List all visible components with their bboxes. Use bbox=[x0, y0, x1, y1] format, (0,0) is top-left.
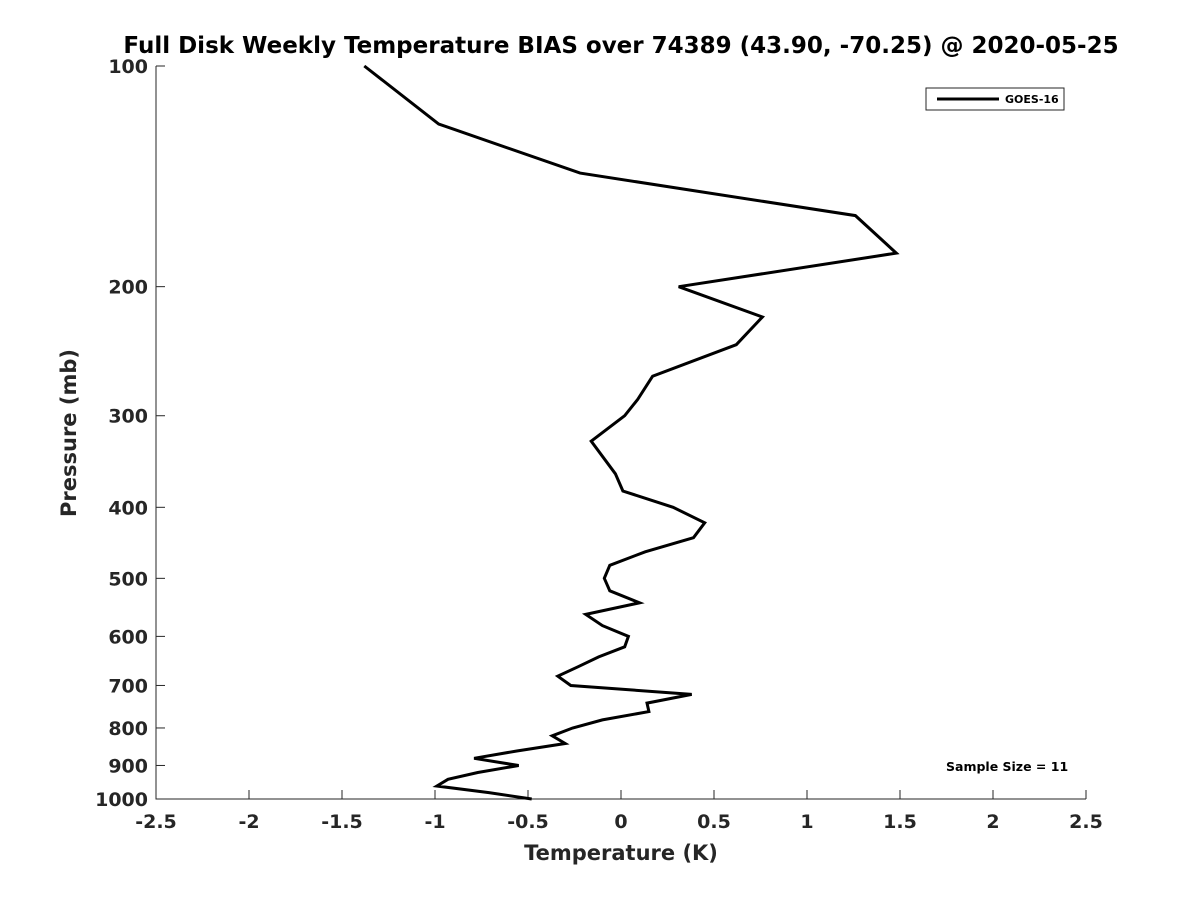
y-tick-label: 800 bbox=[108, 718, 148, 740]
y-tick-label: 900 bbox=[108, 755, 148, 777]
x-tick-label: 2.5 bbox=[1069, 811, 1103, 833]
y-tick-label: 600 bbox=[108, 626, 148, 648]
series-line-goes16 bbox=[363, 64, 900, 801]
sample-size-annotation: Sample Size = 11 bbox=[946, 759, 1068, 774]
chart-title: Full Disk Weekly Temperature BIAS over 7… bbox=[123, 33, 1118, 59]
y-tick-label: 300 bbox=[108, 406, 148, 428]
y-axis-label: Pressure (mb) bbox=[57, 349, 81, 517]
x-tick-label: -2.5 bbox=[135, 811, 177, 833]
x-tick-label: -1.5 bbox=[321, 811, 363, 833]
x-tick-label: -1 bbox=[424, 811, 445, 833]
x-axis-label: Temperature (K) bbox=[524, 841, 718, 865]
legend: GOES-16 bbox=[925, 87, 1065, 111]
y-tick-label: 400 bbox=[108, 497, 148, 519]
x-tick-label: 1 bbox=[800, 811, 813, 833]
y-tick-label: 700 bbox=[108, 675, 148, 697]
legend-entry-goes16: GOES-16 bbox=[1005, 93, 1059, 106]
y-tick-label: 200 bbox=[108, 277, 148, 299]
y-tick-label: 500 bbox=[108, 568, 148, 590]
y-tick-label: 100 bbox=[108, 56, 148, 78]
y-tick-label: 1000 bbox=[95, 789, 148, 811]
x-axis-ticks: -2.5 -2 -1.5 -1 -0.5 0 0.5 1 1.5 2 2.5 bbox=[135, 790, 1103, 833]
x-tick-label: 0 bbox=[614, 811, 627, 833]
x-tick-label: 1.5 bbox=[883, 811, 917, 833]
plot-area: -2.5 -2 -1.5 -1 -0.5 0 0.5 1 1.5 2 2.5 100 200 300 40… bbox=[95, 56, 1103, 833]
x-tick-label: 0.5 bbox=[697, 811, 731, 833]
x-tick-label: -2 bbox=[238, 811, 259, 833]
x-tick-label: -0.5 bbox=[507, 811, 549, 833]
y-axis-ticks: 100 200 300 400 500 600 700 800 900 1000 bbox=[95, 56, 165, 811]
x-tick-label: 2 bbox=[986, 811, 999, 833]
